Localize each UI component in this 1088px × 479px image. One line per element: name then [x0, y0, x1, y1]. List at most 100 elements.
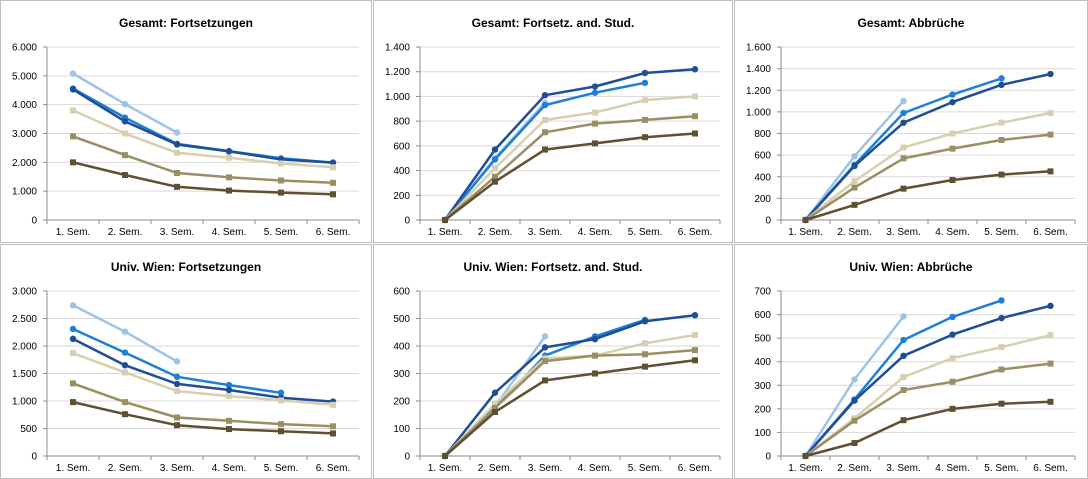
chart-title: Univ. Wien: Abbrüche	[849, 260, 973, 274]
data-point	[591, 335, 599, 343]
data-point	[329, 159, 337, 166]
y-tick-label: 500	[393, 314, 410, 325]
x-tick-label: 5. Sem.	[628, 227, 662, 238]
y-tick-label: 1.000	[746, 107, 771, 118]
x-tick-label: 1. Sem.	[788, 227, 822, 238]
line-chart: Gesamt: Fortsetzungen 0 1.000 2.000 3.000 4.0…	[12, 16, 360, 238]
x-tick-label: 6. Sem.	[316, 463, 350, 474]
data-series	[802, 168, 1054, 223]
x-tick-label: 2. Sem.	[837, 227, 871, 238]
data-point	[998, 119, 1005, 126]
data-point	[851, 153, 858, 160]
data-series	[442, 93, 698, 223]
data-point	[69, 302, 77, 309]
data-point	[900, 336, 907, 344]
data-point	[692, 332, 698, 338]
y-tick-label: 2.000	[12, 342, 37, 353]
series-line	[72, 400, 334, 435]
data-point	[226, 174, 232, 181]
x-tick-label: 4. Sem.	[212, 227, 246, 238]
chart-title: Univ. Wien: Fortsetz. and. Stud.	[463, 260, 642, 274]
data-point	[802, 217, 809, 223]
data-series	[69, 325, 285, 396]
data-series	[802, 332, 1054, 459]
x-tick-label: 2. Sem.	[478, 227, 512, 238]
data-point	[642, 97, 648, 104]
data-point	[442, 453, 448, 459]
data-point	[851, 162, 858, 170]
data-point	[851, 440, 858, 447]
data-point	[900, 374, 907, 381]
data-point	[949, 331, 956, 338]
data-point	[542, 146, 548, 153]
series-line	[444, 359, 696, 457]
y-tick-label: 800	[393, 117, 410, 128]
data-point	[226, 154, 232, 161]
y-tick-label: 500	[754, 334, 771, 345]
series-line	[444, 114, 696, 221]
chart-title: Univ. Wien: Fortsetzungen	[111, 260, 261, 274]
data-point	[174, 422, 180, 429]
y-tick-label: 0	[31, 216, 37, 227]
x-tick-label: 1. Sem.	[428, 227, 462, 238]
data-point	[225, 381, 233, 389]
data-point	[692, 93, 698, 100]
y-tick-label: 1.200	[385, 67, 410, 78]
data-point	[70, 380, 76, 387]
data-point	[174, 170, 180, 177]
data-point	[642, 134, 648, 141]
data-point	[70, 159, 76, 166]
data-point	[173, 373, 181, 380]
data-point	[592, 140, 598, 147]
y-tick-label: 5.000	[12, 71, 37, 82]
series-line	[444, 333, 696, 457]
data-series	[802, 109, 1054, 223]
data-point	[998, 314, 1005, 322]
chart-panel: Gesamt: Fortsetz. and. Stud. 0 200 400 600 80…	[373, 0, 733, 243]
data-point	[330, 401, 336, 408]
y-tick-label: 300	[393, 369, 410, 380]
x-tick-label: 4. Sem.	[578, 227, 612, 238]
x-tick-label: 2. Sem.	[837, 463, 871, 474]
series-line	[804, 72, 1051, 221]
y-tick-label: 2.000	[12, 158, 37, 169]
data-point	[173, 358, 181, 365]
data-point	[173, 129, 181, 136]
data-series	[70, 380, 336, 430]
data-point	[900, 313, 907, 320]
line-chart: Gesamt: Fortsetz. and. Stud. 0 200 400 600 80…	[385, 16, 721, 238]
data-point	[225, 148, 233, 155]
data-point	[70, 350, 76, 357]
data-point	[900, 109, 907, 117]
data-point	[900, 387, 907, 393]
data-point	[900, 97, 907, 105]
y-tick-label: 700	[754, 287, 771, 298]
x-tick-label: 3. Sem.	[886, 463, 920, 474]
y-tick-label: 600	[393, 141, 410, 152]
y-tick-label: 300	[754, 381, 771, 392]
chart-title: Gesamt: Abbrüche	[858, 16, 965, 30]
y-tick-label: 0	[765, 452, 771, 463]
data-point	[1047, 332, 1054, 339]
x-tick-label: 6. Sem.	[678, 463, 712, 474]
data-point	[949, 130, 956, 137]
y-tick-label: 400	[754, 172, 771, 183]
data-point	[949, 355, 956, 362]
x-tick-label: 2. Sem.	[108, 463, 142, 474]
data-point	[69, 335, 77, 343]
data-series	[802, 302, 1054, 460]
data-point	[492, 404, 498, 411]
data-point	[692, 357, 698, 364]
data-point	[1047, 131, 1054, 138]
data-series	[69, 302, 181, 365]
data-point	[1047, 302, 1054, 310]
data-point	[1047, 109, 1054, 116]
y-tick-label: 1.000	[12, 187, 37, 198]
data-point	[998, 297, 1005, 304]
data-point	[542, 358, 548, 365]
data-point	[278, 428, 284, 435]
data-series	[442, 357, 698, 459]
data-point	[122, 130, 128, 137]
data-point	[998, 136, 1005, 143]
data-point	[492, 165, 498, 172]
